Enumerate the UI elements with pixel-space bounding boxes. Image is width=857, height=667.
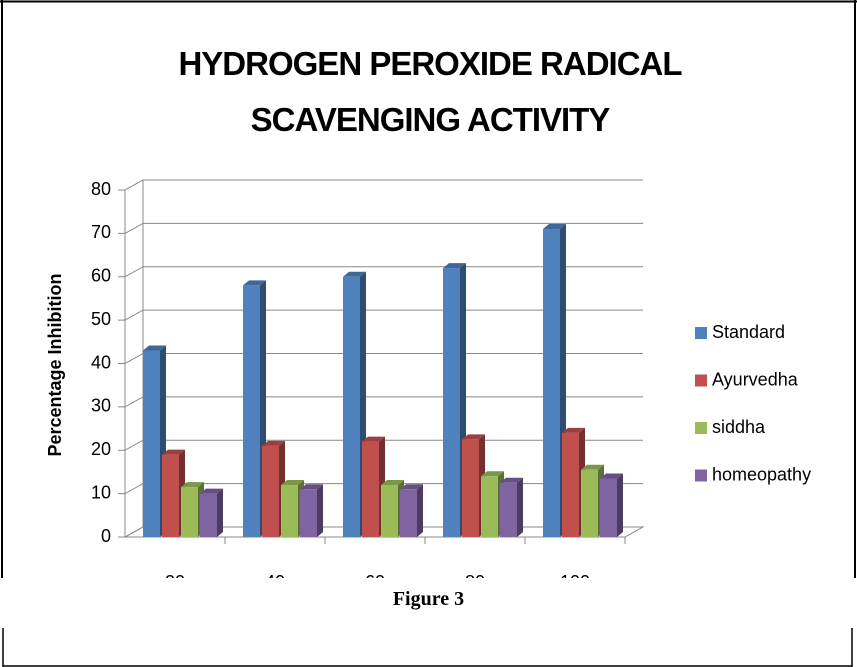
grid-line	[124, 179, 643, 191]
bar-side	[417, 484, 423, 537]
bar	[481, 476, 498, 537]
bar-top	[343, 271, 366, 277]
bar	[581, 469, 598, 537]
x-tick-label: 100	[560, 572, 590, 578]
bar-top	[562, 427, 585, 433]
legend-swatch	[695, 469, 707, 482]
y-tick-label: 60	[91, 266, 111, 286]
chart-title: HYDROGEN PEROXIDE RADICAL SCAVENGING ACT…	[178, 45, 682, 138]
bar	[262, 445, 279, 537]
bar-top	[181, 482, 204, 488]
y-tick-label: 50	[91, 309, 111, 329]
bar	[562, 432, 579, 537]
bar-top	[581, 464, 604, 470]
bar-top	[481, 471, 504, 477]
legend-label: homeopathy	[712, 464, 811, 484]
y-tick-label: 70	[91, 222, 111, 242]
bar-top	[300, 484, 323, 490]
legend-label: Ayurvedha	[712, 369, 799, 389]
bar-top	[162, 449, 185, 455]
bar	[443, 268, 460, 537]
bar-top	[381, 479, 404, 485]
caption: Figure 3	[392, 588, 465, 610]
legend-label: siddha	[712, 417, 766, 437]
bar	[362, 441, 379, 537]
bar-side	[217, 488, 223, 537]
bar-top	[243, 280, 266, 286]
y-axis-label: Percentage Inhibition	[45, 273, 65, 456]
bar	[200, 493, 217, 537]
x-tick-label: 20	[165, 572, 185, 578]
legend-swatch	[695, 327, 707, 339]
grid-line	[124, 309, 643, 321]
y-tick-label: 10	[91, 482, 111, 502]
bar-top	[500, 477, 523, 483]
legend-label: Standard	[712, 322, 785, 342]
y-tick-label: 30	[91, 396, 111, 416]
legend-swatch	[695, 374, 707, 387]
bar-top	[262, 440, 285, 446]
bar-top	[362, 436, 385, 442]
bar-top	[443, 263, 466, 269]
bar-side	[617, 473, 623, 537]
x-tick-label: 80	[465, 572, 485, 578]
bar	[400, 489, 417, 537]
y-tick-label: 0	[101, 526, 111, 546]
legend-swatch	[695, 422, 707, 434]
y-tick-label: 20	[91, 439, 111, 459]
bar	[343, 276, 360, 537]
bar-top	[543, 224, 566, 230]
bar-top	[281, 479, 304, 485]
bar-side	[317, 484, 323, 537]
chart: Percentage Inhibition 0 10 20 30 40 50 60 70 80 2…	[0, 0, 857, 578]
bar	[243, 285, 260, 537]
bar	[300, 489, 317, 537]
bar-top	[143, 345, 166, 351]
bar-side	[517, 477, 523, 537]
grid-line	[124, 222, 643, 234]
bar-top	[200, 488, 223, 494]
bar	[143, 350, 160, 537]
bar	[462, 439, 479, 537]
bar-top	[600, 473, 623, 479]
x-tick-label: 60	[365, 572, 385, 578]
x-tick-label: 40	[265, 572, 285, 578]
y-tick-label: 80	[91, 179, 111, 199]
bar	[162, 454, 179, 537]
bar	[600, 478, 617, 537]
y-tick-label: 40	[91, 352, 111, 372]
bar-top	[400, 484, 423, 490]
bar	[543, 229, 560, 537]
bar-top	[462, 434, 485, 440]
bar	[281, 484, 298, 537]
bar	[181, 487, 198, 537]
grid-line	[124, 266, 643, 278]
bar	[381, 484, 398, 537]
bar	[500, 482, 517, 537]
